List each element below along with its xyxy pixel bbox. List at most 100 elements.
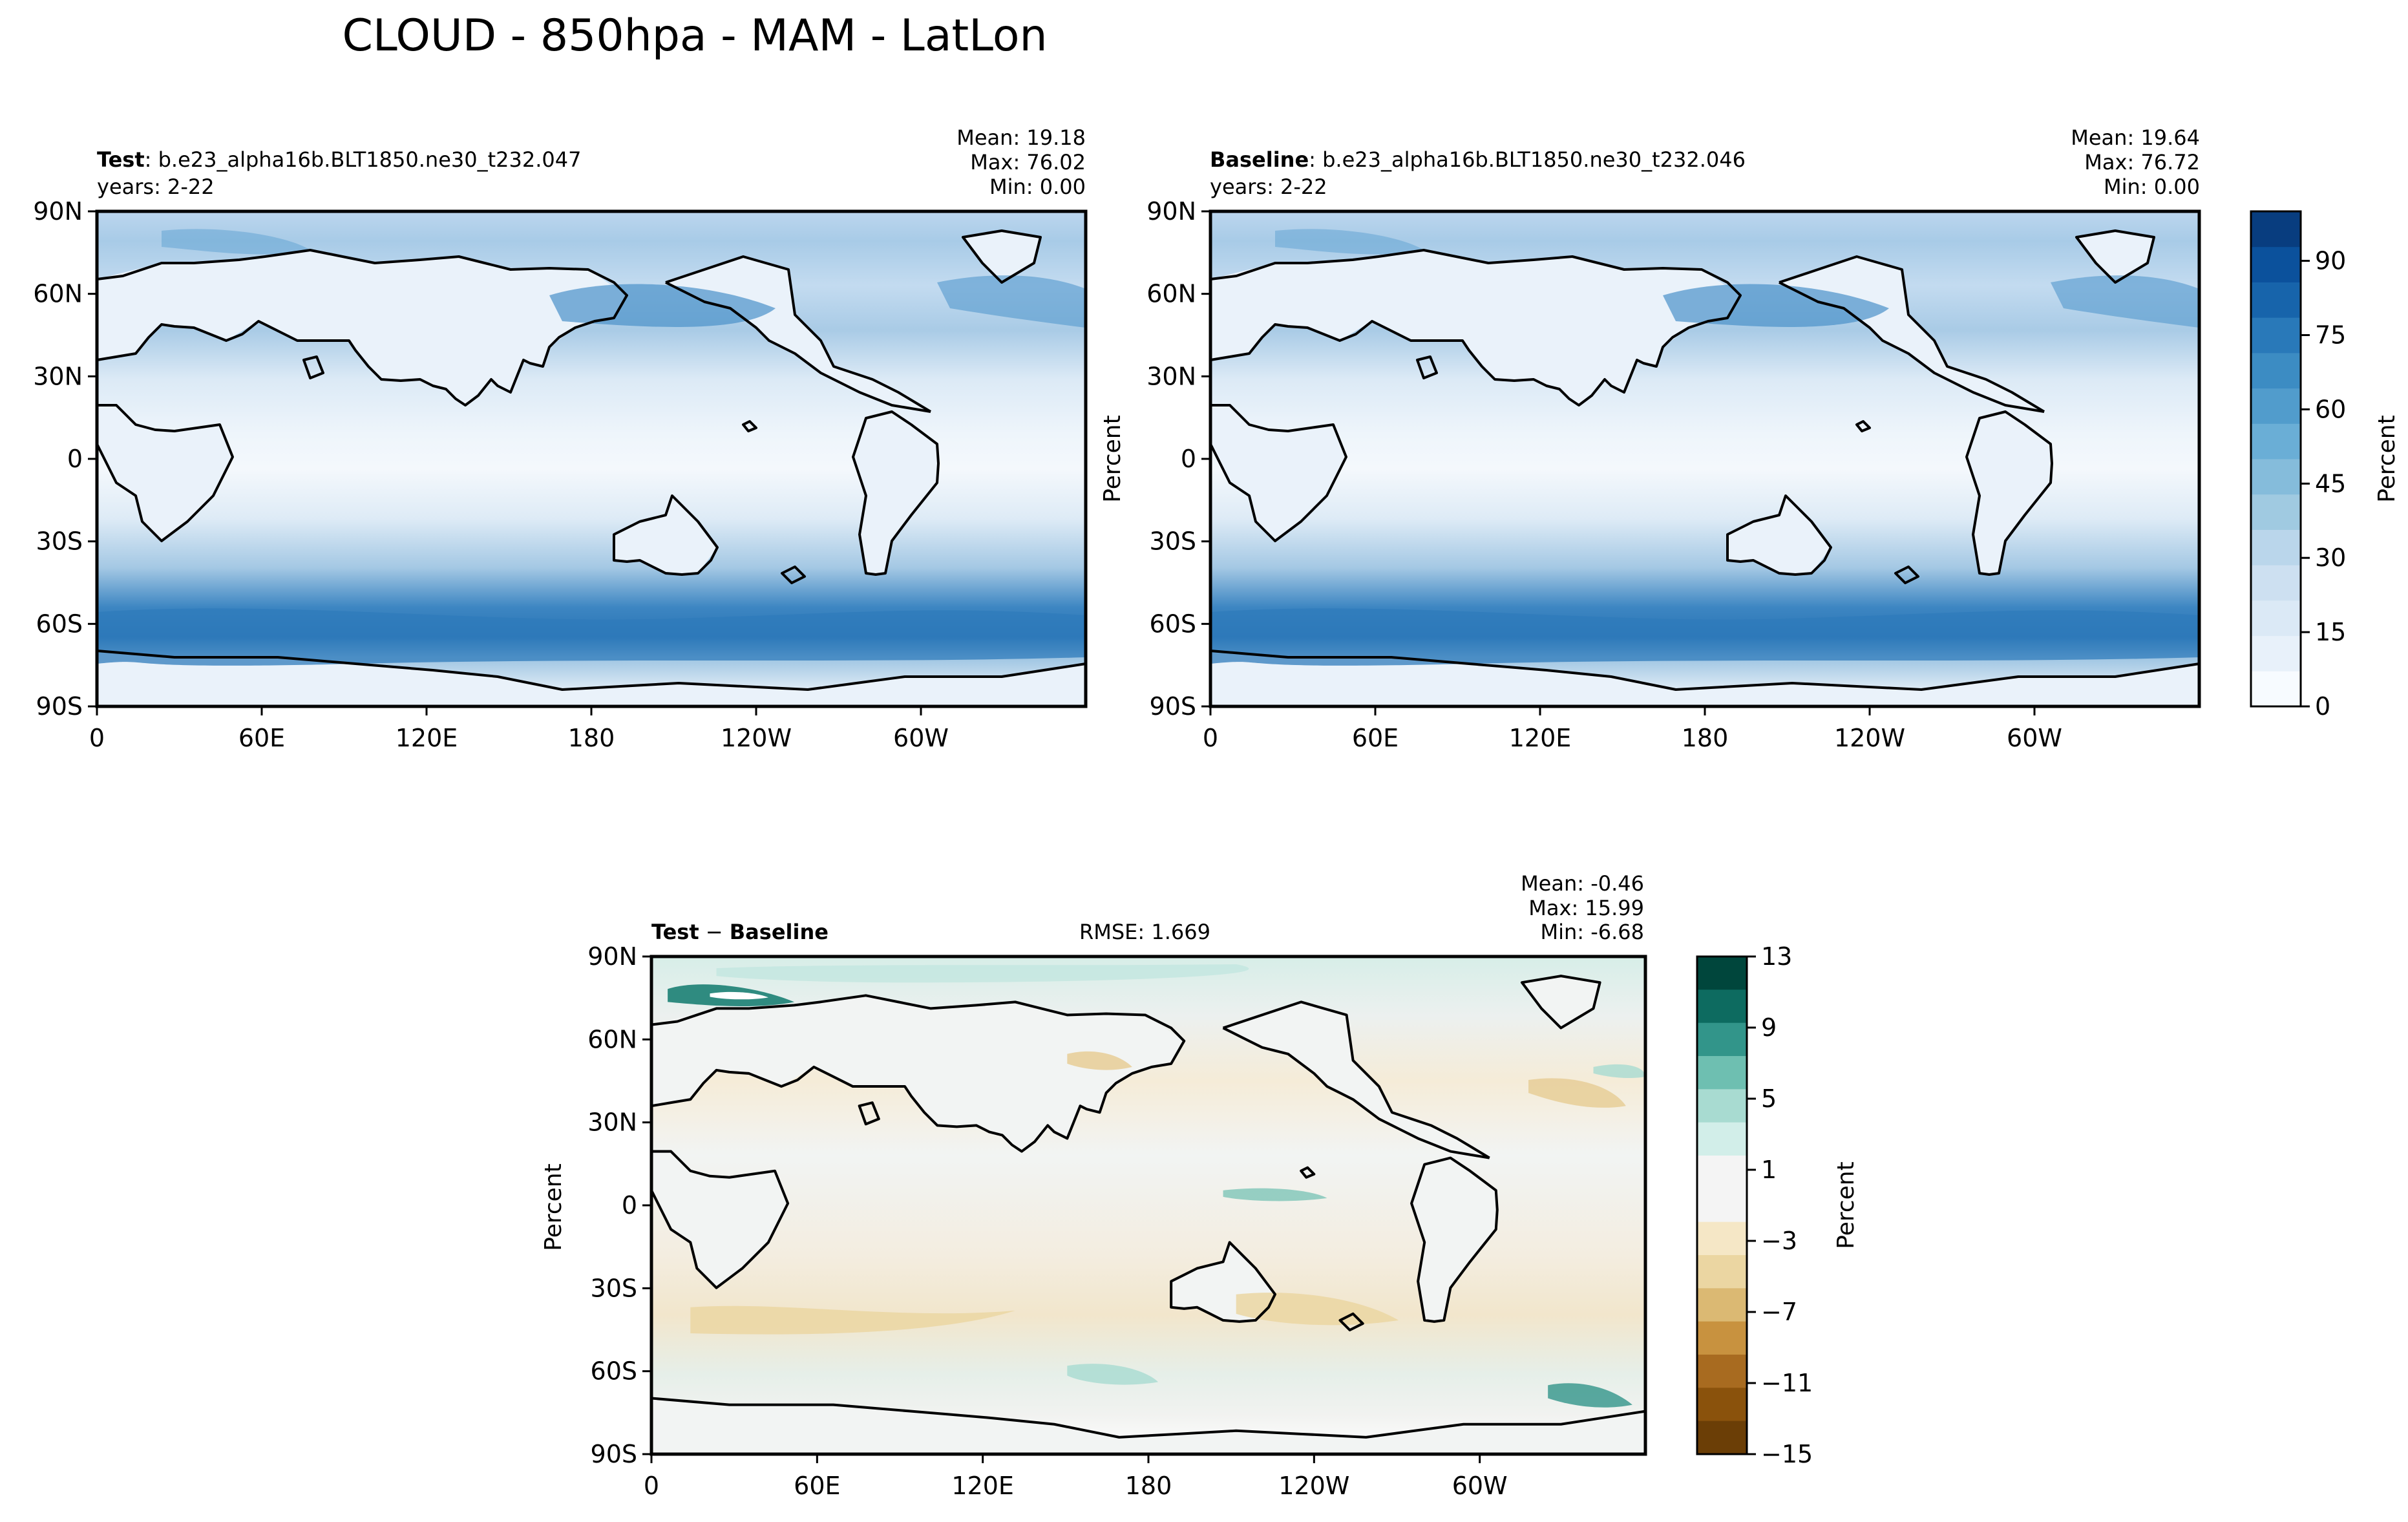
colorbar-swatch	[2251, 459, 2301, 495]
colorbar-swatch	[1697, 1321, 1747, 1355]
lat-tick-label: 90S	[36, 692, 83, 721]
colorbar-tick-label: 15	[2315, 618, 2346, 646]
colorbar-swatch	[1697, 1156, 1747, 1189]
diff-min: Min: -6.68	[1540, 920, 1644, 944]
baseline-min: Min: 0.00	[2104, 174, 2200, 199]
lon-tick-label: 60W	[2007, 724, 2062, 752]
colorbar-swatch	[1697, 1122, 1747, 1156]
lat-tick-label: 60S	[591, 1357, 637, 1386]
diff-label-baseline: Baseline	[730, 920, 829, 944]
colorbar-swatch	[2251, 282, 2301, 318]
colorbar-swatch	[2251, 246, 2301, 282]
test-min: Min: 0.00	[989, 174, 1086, 199]
diff-map	[650, 955, 1647, 1456]
colorbar-swatch	[1697, 1255, 1747, 1289]
lat-tick-label: 90S	[591, 1440, 637, 1468]
diff-label: Test − Baseline	[651, 920, 829, 944]
diff-colorbar-label: Percent	[1833, 1161, 1859, 1249]
lon-tick-label: 0	[1203, 724, 1218, 752]
diff-colorbar-ticks: 13 9 5 1 −3 −7 −11 −15	[1747, 942, 1813, 1468]
diff-ylabel: Percent	[540, 1163, 567, 1251]
colorbar-tick-label: 45	[2315, 469, 2346, 498]
test-lat-axis: 90N 60N 30N 0 30S 60S 90S	[33, 197, 97, 721]
colorbar-tick-label: −3	[1761, 1227, 1797, 1255]
baseline-years: years: 2-22	[1210, 174, 1327, 199]
lon-tick-label: 60E	[1352, 724, 1399, 752]
baseline-label-run: : b.e23_alpha16b.BLT1850.ne30_t232.046	[1309, 147, 1746, 172]
lat-tick-label: 30S	[1150, 527, 1196, 556]
diff-max: Max: 15.99	[1528, 896, 1644, 920]
lat-tick-label: 30N	[33, 362, 83, 390]
colorbar-swatch	[2251, 423, 2301, 460]
colorbar-swatch	[2251, 671, 2301, 707]
colorbar-swatch	[1697, 1421, 1747, 1455]
colorbar-tick-label: 1	[1761, 1156, 1777, 1184]
figure-title: CLOUD - 850hpa - MAM - LatLon	[342, 10, 1047, 61]
lon-tick-label: 120W	[721, 724, 792, 752]
lon-tick-label: 60E	[794, 1472, 840, 1500]
diff-panel: Test − Baseline RMSE: 1.669 Mean: -0.46 …	[540, 871, 1647, 1500]
test-years: years: 2-22	[97, 174, 215, 199]
lon-tick-label: 120W	[1278, 1472, 1349, 1500]
lon-tick-label: 120W	[1834, 724, 1905, 752]
diff-mean: Mean: -0.46	[1521, 871, 1644, 896]
lat-tick-label: 60N	[1146, 280, 1196, 308]
lat-tick-label: 90N	[1146, 197, 1196, 226]
diff-lon-axis: 0 60E 120E 180 120W 60W	[644, 1454, 1508, 1500]
colorbar-swatch	[1697, 1089, 1747, 1123]
lon-tick-label: 180	[568, 724, 615, 752]
diff-rmse: RMSE: 1.669	[1079, 920, 1210, 944]
colorbar-tick-label: 0	[2315, 692, 2330, 721]
colorbar-swatch	[1697, 1355, 1747, 1388]
test-lon-axis: 0 60E 120E 180 120W 60W	[89, 706, 949, 752]
colorbar-swatch	[2251, 494, 2301, 530]
lon-tick-label: 120E	[1509, 724, 1572, 752]
test-label-bold: Test	[97, 147, 145, 172]
lat-tick-label: 30N	[587, 1108, 637, 1137]
lon-tick-label: 60W	[893, 724, 949, 752]
baseline-mean: Mean: 19.64	[2071, 125, 2200, 150]
lon-tick-label: 120E	[951, 1472, 1014, 1500]
colorbar-tick-label: 75	[2315, 321, 2346, 350]
colorbar-swatch	[2251, 635, 2301, 671]
lon-tick-label: 60W	[1452, 1472, 1508, 1500]
test-map	[95, 209, 1088, 708]
lat-tick-label: 90N	[33, 197, 83, 226]
lat-tick-label: 0	[67, 445, 83, 473]
diff-colorbar-swatches	[1697, 957, 1747, 1455]
lat-tick-label: 60S	[1150, 609, 1196, 638]
baseline-max: Max: 76.72	[2084, 150, 2200, 174]
colorbar-swatch	[1697, 1288, 1747, 1322]
colorbar-swatch	[1697, 1221, 1747, 1256]
colorbar-tick-label: 13	[1761, 942, 1792, 971]
main-colorbar: 0 15 30 45 60 75 90 Percent	[2250, 210, 2400, 721]
colorbar-tick-label: 30	[2315, 544, 2346, 572]
colorbar-swatch	[1697, 1388, 1747, 1422]
baseline-label: Baseline: b.e23_alpha16b.BLT1850.ne30_t2…	[1210, 147, 1746, 172]
baseline-label-bold: Baseline	[1210, 147, 1309, 172]
colorbar-swatch	[2251, 600, 2301, 637]
main-colorbar-frame	[2250, 210, 2302, 708]
colorbar-swatch	[2251, 565, 2301, 601]
main-colorbar-swatches	[2251, 211, 2301, 707]
colorbar-swatch	[1697, 1022, 1747, 1057]
lon-tick-label: 180	[1682, 724, 1729, 752]
colorbar-tick-label: 90	[2315, 247, 2346, 275]
colorbar-swatch	[1697, 957, 1747, 990]
colorbar-swatch	[2251, 211, 2301, 248]
diff-colorbar: 13 9 5 1 −3 −7 −11 −15 Percent	[1696, 942, 1859, 1468]
colorbar-swatch	[2251, 529, 2301, 565]
colorbar-swatch	[1697, 989, 1747, 1024]
lon-tick-label: 60E	[238, 724, 285, 752]
baseline-ylabel: Percent	[1099, 415, 1126, 502]
lon-tick-label: 120E	[396, 724, 458, 752]
colorbar-swatch	[2251, 388, 2301, 424]
lon-tick-label: 0	[89, 724, 105, 752]
colorbar-swatch	[2251, 317, 2301, 354]
lat-tick-label: 90N	[587, 942, 637, 971]
colorbar-tick-label: 5	[1761, 1084, 1777, 1113]
lon-tick-label: 180	[1125, 1472, 1172, 1500]
main-colorbar-ticks: 0 15 30 45 60 75 90	[2301, 247, 2346, 721]
test-label-run: : b.e23_alpha16b.BLT1850.ne30_t232.047	[145, 147, 582, 172]
colorbar-tick-label: −15	[1761, 1440, 1813, 1468]
